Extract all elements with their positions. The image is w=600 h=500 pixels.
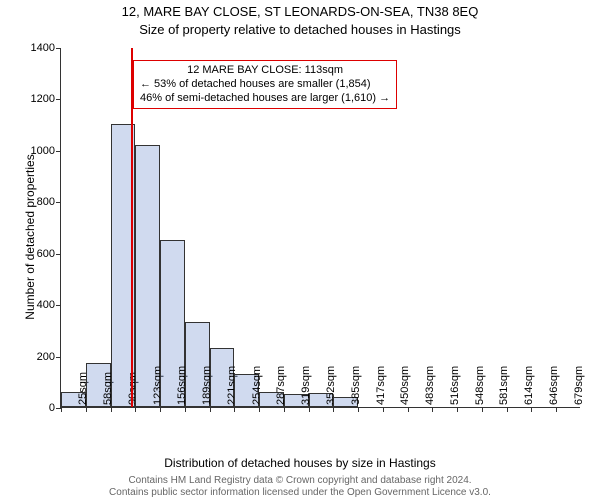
x-tick-mark bbox=[210, 407, 211, 412]
x-tick-mark bbox=[185, 407, 186, 412]
x-tick-label: 450sqm bbox=[399, 366, 411, 405]
chart-container: 12, MARE BAY CLOSE, ST LEONARDS-ON-SEA, … bbox=[0, 0, 600, 500]
x-tick-mark bbox=[531, 407, 532, 412]
chart-title-sub: Size of property relative to detached ho… bbox=[0, 22, 600, 37]
x-tick-mark bbox=[111, 407, 112, 412]
x-tick-mark bbox=[358, 407, 359, 412]
annotation-line: 12 MARE BAY CLOSE: 113sqm bbox=[140, 64, 390, 78]
x-tick-mark bbox=[482, 407, 483, 412]
y-tick-mark bbox=[56, 99, 61, 100]
x-tick-mark bbox=[556, 407, 557, 412]
x-tick-mark bbox=[309, 407, 310, 412]
y-tick-mark bbox=[56, 151, 61, 152]
y-tick-label: 1200 bbox=[21, 93, 55, 105]
y-tick-label: 200 bbox=[21, 351, 55, 363]
y-tick-mark bbox=[56, 48, 61, 49]
x-tick-label: 581sqm bbox=[498, 366, 510, 405]
annotation-box: 12 MARE BAY CLOSE: 113sqm← 53% of detach… bbox=[133, 60, 397, 109]
x-tick-label: 548sqm bbox=[474, 366, 486, 405]
x-tick-label: 385sqm bbox=[350, 366, 362, 405]
x-tick-mark bbox=[259, 407, 260, 412]
y-tick-label: 800 bbox=[21, 196, 55, 208]
annotation-line: 46% of semi-detached houses are larger (… bbox=[140, 92, 390, 106]
x-tick-label: 417sqm bbox=[375, 366, 387, 405]
x-tick-mark bbox=[234, 407, 235, 412]
y-tick-mark bbox=[56, 202, 61, 203]
x-tick-mark bbox=[507, 407, 508, 412]
x-axis-label: Distribution of detached houses by size … bbox=[0, 456, 600, 470]
x-tick-mark bbox=[383, 407, 384, 412]
annotation-line: ← 53% of detached houses are smaller (1,… bbox=[140, 78, 390, 92]
footer-line-2: Contains public sector information licen… bbox=[0, 487, 600, 498]
x-tick-mark bbox=[408, 407, 409, 412]
x-tick-mark bbox=[135, 407, 136, 412]
y-tick-mark bbox=[56, 254, 61, 255]
x-tick-label: 516sqm bbox=[449, 366, 461, 405]
x-tick-label: 646sqm bbox=[548, 366, 560, 405]
y-tick-mark bbox=[56, 357, 61, 358]
y-tick-label: 400 bbox=[21, 299, 55, 311]
y-tick-label: 1000 bbox=[21, 145, 55, 157]
x-tick-mark bbox=[160, 407, 161, 412]
y-tick-label: 1400 bbox=[21, 42, 55, 54]
footer-line-1: Contains HM Land Registry data © Crown c… bbox=[0, 475, 600, 486]
x-tick-label: 483sqm bbox=[424, 366, 436, 405]
x-tick-label: 679sqm bbox=[573, 366, 585, 405]
y-tick-label: 600 bbox=[21, 248, 55, 260]
x-tick-mark bbox=[86, 407, 87, 412]
x-tick-mark bbox=[61, 407, 62, 412]
chart-title-main: 12, MARE BAY CLOSE, ST LEONARDS-ON-SEA, … bbox=[0, 4, 600, 19]
x-tick-mark bbox=[333, 407, 334, 412]
y-tick-mark bbox=[56, 305, 61, 306]
y-tick-label: 0 bbox=[21, 402, 55, 414]
x-tick-mark bbox=[432, 407, 433, 412]
x-tick-label: 614sqm bbox=[523, 366, 535, 405]
x-tick-mark bbox=[457, 407, 458, 412]
plot-area: 020040060080010001200140025sqm58sqm90sqm… bbox=[60, 48, 580, 408]
x-tick-mark bbox=[284, 407, 285, 412]
